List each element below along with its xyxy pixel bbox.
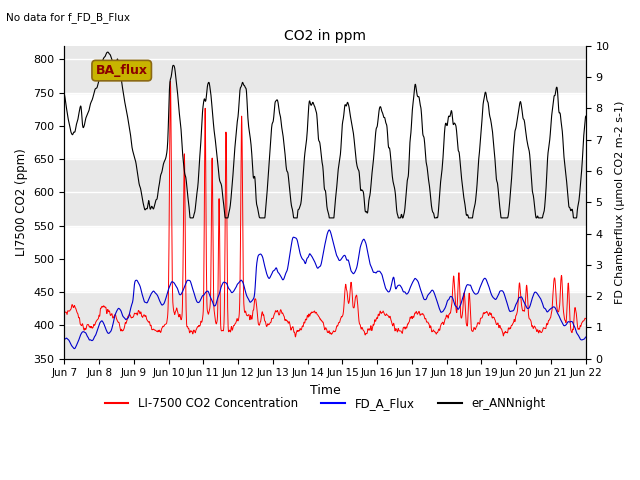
Text: BA_flux: BA_flux — [96, 64, 148, 77]
Y-axis label: LI7500 CO2 (ppm): LI7500 CO2 (ppm) — [15, 148, 28, 256]
Bar — [65, 46, 586, 93]
Title: CO2 in ppm: CO2 in ppm — [284, 29, 366, 43]
X-axis label: Time: Time — [310, 384, 340, 397]
Bar — [65, 159, 586, 226]
Legend: LI-7500 CO2 Concentration, FD_A_Flux, er_ANNnight: LI-7500 CO2 Concentration, FD_A_Flux, er… — [100, 393, 550, 415]
Text: No data for f_FD_B_Flux: No data for f_FD_B_Flux — [6, 12, 131, 23]
Bar — [65, 292, 586, 359]
Y-axis label: FD Chamberflux (μmol CO2 m-2 s-1): FD Chamberflux (μmol CO2 m-2 s-1) — [615, 101, 625, 304]
